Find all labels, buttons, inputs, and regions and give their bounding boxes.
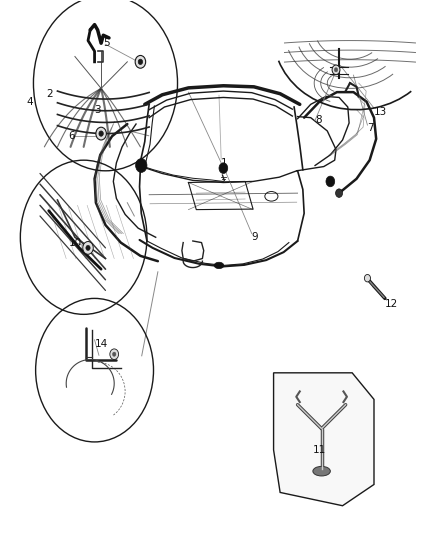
Circle shape	[113, 352, 116, 357]
Ellipse shape	[313, 466, 330, 476]
Circle shape	[110, 349, 119, 360]
Text: 3: 3	[95, 104, 101, 115]
Circle shape	[326, 176, 335, 187]
Polygon shape	[274, 373, 374, 506]
Text: 4: 4	[26, 96, 33, 107]
Text: 1: 1	[221, 158, 228, 168]
Text: 9: 9	[252, 232, 258, 243]
Ellipse shape	[214, 262, 224, 269]
Text: 2: 2	[46, 88, 53, 99]
Text: 5: 5	[103, 38, 110, 48]
Text: 7: 7	[367, 123, 374, 133]
Text: 10: 10	[68, 238, 81, 247]
Circle shape	[332, 65, 340, 75]
Text: 8: 8	[315, 115, 321, 125]
Circle shape	[83, 241, 93, 254]
Circle shape	[364, 274, 371, 282]
Circle shape	[135, 55, 146, 68]
Circle shape	[334, 68, 338, 72]
Text: 12: 12	[385, 298, 398, 309]
Circle shape	[138, 59, 143, 64]
Text: 11: 11	[313, 445, 326, 455]
Circle shape	[99, 131, 103, 136]
Text: 13: 13	[374, 107, 387, 117]
Circle shape	[86, 245, 90, 251]
Text: 14: 14	[95, 338, 108, 349]
Circle shape	[96, 127, 106, 140]
Circle shape	[136, 159, 147, 172]
Circle shape	[219, 163, 228, 173]
Text: 6: 6	[68, 131, 75, 141]
Circle shape	[336, 189, 343, 197]
